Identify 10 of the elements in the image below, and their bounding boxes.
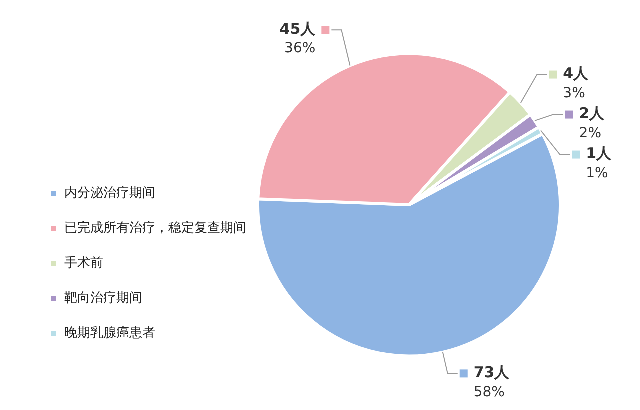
data-label: 1人 1% xyxy=(586,144,613,182)
data-label: 4人 3% xyxy=(563,64,590,102)
legend-label: 手术前 xyxy=(64,256,104,271)
legend-label: 内分泌治疗期间 xyxy=(64,186,156,201)
data-label: 73人 58% xyxy=(474,364,511,400)
data-label: 2人 2% xyxy=(579,104,606,142)
legend-label: 靶向治疗期间 xyxy=(64,290,142,306)
legend-label: 晚期乳腺癌患者 xyxy=(64,326,156,341)
legend-label: 已完成所有治疗，稳定复查期间 xyxy=(64,220,246,236)
data-label: 45人 36% xyxy=(280,20,317,57)
